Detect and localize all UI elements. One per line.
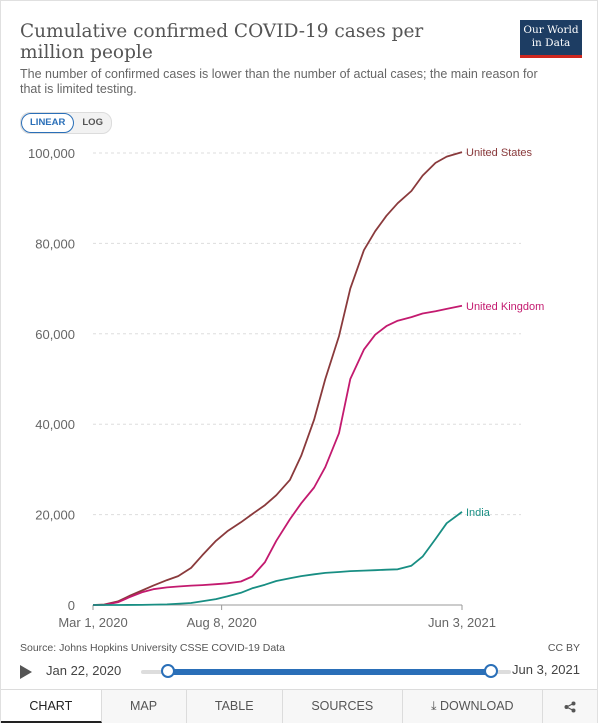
tab-chart[interactable]: CHART <box>1 690 102 723</box>
tab-table[interactable]: TABLE <box>187 690 283 723</box>
y-tick-label: 0 <box>68 598 75 613</box>
x-tick-label: Jun 3, 2021 <box>428 615 496 630</box>
series-labels: United States United Kingdom India <box>466 147 544 519</box>
logo-line-2: in Data <box>531 37 571 49</box>
y-tick-label: 100,000 <box>28 146 75 161</box>
tab-download[interactable]: ⤓ DOWNLOAD <box>403 690 543 723</box>
y-gridlines <box>93 152 521 516</box>
timeline: Jan 22, 2020 Jun 3, 2021 <box>20 660 580 684</box>
line-chart: 0 20,000 40,000 60,000 80,000 100,000 Mar 1, … <box>28 146 544 630</box>
x-tick-label: Aug 8, 2020 <box>187 615 257 630</box>
tab-share[interactable] <box>543 690 597 723</box>
series-line-india <box>93 511 463 606</box>
series-lines <box>92 151 463 606</box>
linear-scale-button[interactable]: LINEAR <box>21 113 75 133</box>
y-tick-label: 40,000 <box>35 417 75 432</box>
tab-sources[interactable]: SOURCES <box>283 690 403 723</box>
x-axis: Mar 1, 2020 Aug 8, 2020 Jun 3, 2021 <box>58 604 496 630</box>
play-icon[interactable] <box>20 665 32 679</box>
series-line-united-states <box>92 151 463 606</box>
source-note[interactable]: Source: Johns Hopkins University CSSE CO… <box>20 642 285 654</box>
footer: Source: Johns Hopkins University CSSE CO… <box>20 642 580 654</box>
tab-download-label: DOWNLOAD <box>439 699 514 713</box>
series-label: United Kingdom <box>466 301 544 313</box>
timeline-start-handle[interactable] <box>161 664 175 678</box>
y-tick-label: 80,000 <box>35 236 75 251</box>
owid-logo[interactable]: Our World in Data <box>520 20 582 58</box>
tab-bar: CHART MAP TABLE SOURCES ⤓ DOWNLOAD <box>1 689 597 723</box>
series-label: United States <box>466 147 533 159</box>
timeline-end-handle[interactable] <box>484 664 498 678</box>
series-label: India <box>466 507 491 519</box>
license-label[interactable]: CC BY <box>547 642 580 654</box>
log-scale-button[interactable]: LOG <box>82 117 103 128</box>
logo-line-1: Our World <box>523 24 579 36</box>
tab-map[interactable]: MAP <box>102 690 187 723</box>
timeline-end-label: Jun 3, 2021 <box>512 662 580 677</box>
x-tick-label: Mar 1, 2020 <box>58 615 127 630</box>
download-icon: ⤓ <box>430 699 437 713</box>
chart-title: Cumulative confirmed COVID-19 cases per … <box>20 21 424 63</box>
series-line-united-kingdom <box>92 304 463 606</box>
y-tick-labels: 0 20,000 40,000 60,000 80,000 100,000 <box>28 146 75 613</box>
share-icon <box>564 701 576 713</box>
scale-toggle: LINEAR LOG <box>20 112 112 134</box>
chart-subtitle: The number of confirmed cases is lower t… <box>20 67 538 96</box>
timeline-start-label: Jan 22, 2020 <box>45 662 123 679</box>
y-tick-label: 60,000 <box>35 327 75 342</box>
timeline-selected-range <box>166 669 491 675</box>
y-tick-label: 20,000 <box>35 508 75 523</box>
